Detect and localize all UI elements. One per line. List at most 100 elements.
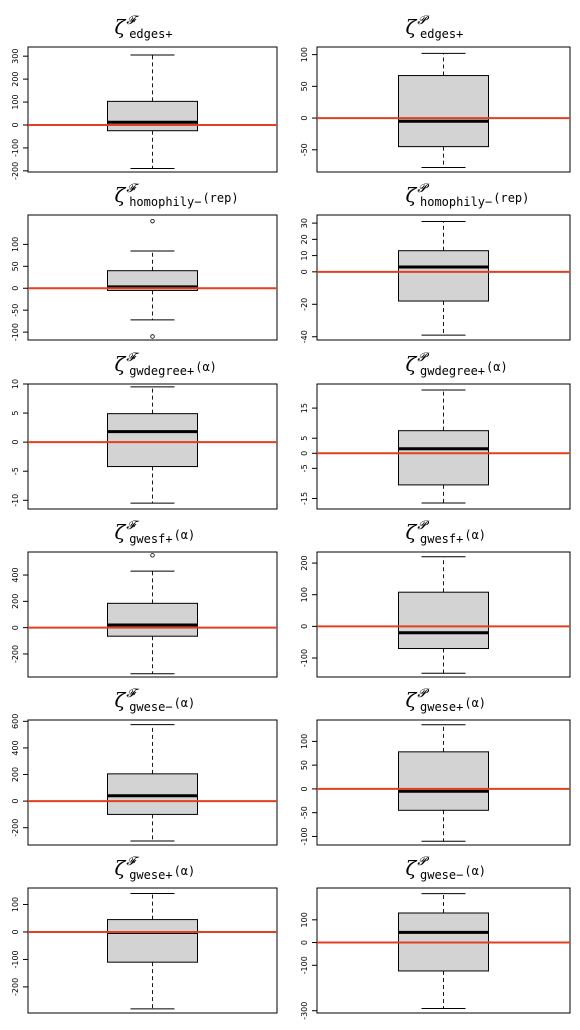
y-tick-label: 5: [300, 436, 309, 441]
y-tick-label: 0: [11, 625, 20, 630]
y-tick-label: 5: [11, 411, 20, 416]
y-tick-label: 200: [11, 594, 20, 609]
plot-frame: [316, 46, 571, 173]
y-tick-label: 0: [300, 786, 309, 791]
title-subscript: gwese−: [420, 868, 463, 882]
title-superscript: 𝓕: [126, 518, 139, 532]
plot-frame: [27, 719, 278, 846]
title-subscript: edges+: [420, 27, 463, 41]
iqr-box: [398, 250, 489, 302]
title-subscript: gwese+: [420, 700, 463, 714]
title-symbol: ζ: [115, 352, 127, 376]
title-subscript: edges+: [129, 27, 172, 41]
title-argument: (α): [174, 864, 196, 878]
title-subscript: gwesf+: [420, 532, 463, 546]
iqr-box: [398, 430, 489, 486]
outlier-point: [150, 334, 155, 339]
y-tick-label: 100: [11, 897, 20, 912]
y-tick-label: 200: [11, 767, 20, 782]
y-tick-label: 100: [300, 912, 309, 927]
title-superscript: 𝓟: [417, 686, 429, 700]
panel-title: ζ𝓕 gwese−(α): [115, 686, 196, 714]
boxplot-panel: ζ𝓟 homophily−(rep) -40 -20 0 10 20 30: [300, 181, 571, 343]
boxplot-panel: ζ𝓕 edges+ -200 -100 0 100 200 300: [11, 13, 278, 180]
y-tick-label: 0: [300, 451, 309, 456]
title-argument: (α): [464, 864, 486, 878]
y-tick-label: -100: [11, 323, 20, 341]
y-tick-label: -100: [11, 950, 20, 968]
panel-title: ζ𝓟 edges+: [406, 13, 464, 41]
title-superscript: 𝓕: [126, 181, 139, 195]
title-argument: (α): [174, 528, 196, 542]
title-superscript: 𝓟: [417, 518, 429, 532]
y-tick-label: 0: [11, 122, 20, 127]
title-subscript: gwdegree+: [420, 364, 485, 378]
iqr-box: [398, 751, 489, 811]
iqr-box: [398, 75, 489, 148]
panel-title: ζ𝓟 gwese−(α): [406, 854, 487, 882]
y-tick-label: 100: [300, 587, 309, 602]
plot-frame: [27, 887, 278, 1014]
y-tick-label: 600: [11, 714, 20, 729]
title-superscript: 𝓟: [417, 13, 429, 27]
y-tick-label: 10: [300, 250, 309, 260]
y-tick-label: 10: [11, 379, 20, 389]
y-tick-label: 100: [300, 47, 309, 62]
title-superscript: 𝓕: [126, 350, 139, 364]
outlier-point: [150, 218, 155, 224]
y-tick-label: 0: [11, 929, 20, 934]
y-tick-label: 0: [300, 269, 309, 274]
title-argument: (rep): [202, 191, 238, 205]
y-tick-label: -5: [300, 464, 309, 472]
panel-title: ζ𝓕 gwdegree+(α): [115, 350, 217, 378]
y-tick-label: 100: [300, 734, 309, 749]
y-tick-label: -5: [11, 467, 20, 475]
y-tick-label: -100: [300, 956, 309, 974]
title-superscript: 𝓕: [126, 854, 139, 868]
y-tick-label: 100: [11, 94, 20, 109]
y-tick-label: -200: [11, 162, 20, 180]
title-superscript: 𝓟: [417, 181, 429, 195]
iqr-box: [107, 919, 198, 963]
title-argument: (α): [174, 696, 196, 710]
y-tick-label: 0: [300, 940, 309, 945]
y-tick-label: 30: [300, 218, 309, 228]
boxplot-panel: ζ𝓕 gwese−(α) -200 0 200 400 600: [11, 686, 278, 846]
title-symbol: ζ: [115, 856, 127, 880]
panel-title: ζ𝓟 gwesf+(α): [406, 518, 487, 546]
y-tick-label: -40: [300, 330, 309, 343]
y-tick-label: -100: [300, 649, 309, 667]
boxplot-panel: ζ𝓟 gwese+(α) -100 -50 0 50 100: [300, 686, 571, 846]
title-superscript: 𝓟: [417, 854, 429, 868]
y-tick-label: 200: [300, 555, 309, 570]
title-symbol: ζ: [406, 352, 418, 376]
plot-frame: [27, 214, 278, 341]
y-tick-label: 100: [11, 237, 20, 252]
plot-frame: [27, 383, 278, 510]
y-tick-label: -200: [11, 819, 20, 837]
y-tick-label: 0: [300, 624, 309, 629]
y-tick-label: -50: [11, 304, 20, 317]
iqr-box: [398, 591, 489, 650]
plot-frame: [27, 46, 278, 173]
panel-title: ζ𝓕 homophily−(rep): [115, 181, 239, 209]
panel-title: ζ𝓕 gwese+(α): [115, 854, 196, 882]
title-symbol: ζ: [406, 520, 418, 544]
panel-title: ζ𝓟 gwese+(α): [406, 686, 487, 714]
panel-title: ζ𝓕 edges+: [115, 13, 173, 41]
plot-frame: [316, 719, 571, 846]
iqr-box: [107, 413, 198, 468]
y-tick-label: -200: [11, 645, 20, 663]
panel-title: ζ𝓟 homophily−(rep): [406, 181, 530, 209]
panel-title: ζ𝓟 gwdegree+(α): [406, 350, 508, 378]
y-tick-label: 0: [11, 286, 20, 291]
title-argument: (α): [195, 360, 217, 374]
title-argument: (rep): [493, 191, 529, 205]
title-symbol: ζ: [406, 688, 418, 712]
title-subscript: gwese+: [129, 868, 172, 882]
boxplot-panel: ζ𝓕 gwese+(α) -200 -100 0 100: [11, 854, 278, 1014]
y-tick-label: 50: [11, 261, 20, 271]
y-tick-label: 0: [11, 440, 20, 445]
y-tick-label: -20: [300, 298, 309, 311]
